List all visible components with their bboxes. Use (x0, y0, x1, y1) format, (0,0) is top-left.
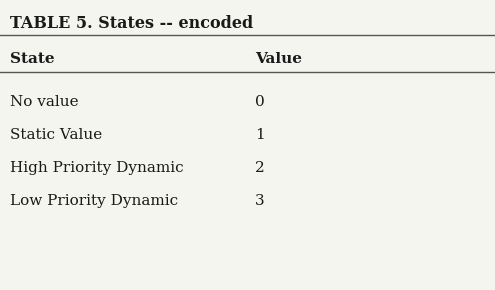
Text: Value: Value (255, 52, 302, 66)
Text: Static Value: Static Value (10, 128, 102, 142)
Text: Low Priority Dynamic: Low Priority Dynamic (10, 194, 178, 208)
Text: No value: No value (10, 95, 79, 109)
Text: 3: 3 (255, 194, 265, 208)
Text: 1: 1 (255, 128, 265, 142)
Text: 0: 0 (255, 95, 265, 109)
Text: 2: 2 (255, 161, 265, 175)
Text: TABLE 5. States -- encoded: TABLE 5. States -- encoded (10, 15, 253, 32)
Text: State: State (10, 52, 54, 66)
Text: High Priority Dynamic: High Priority Dynamic (10, 161, 184, 175)
